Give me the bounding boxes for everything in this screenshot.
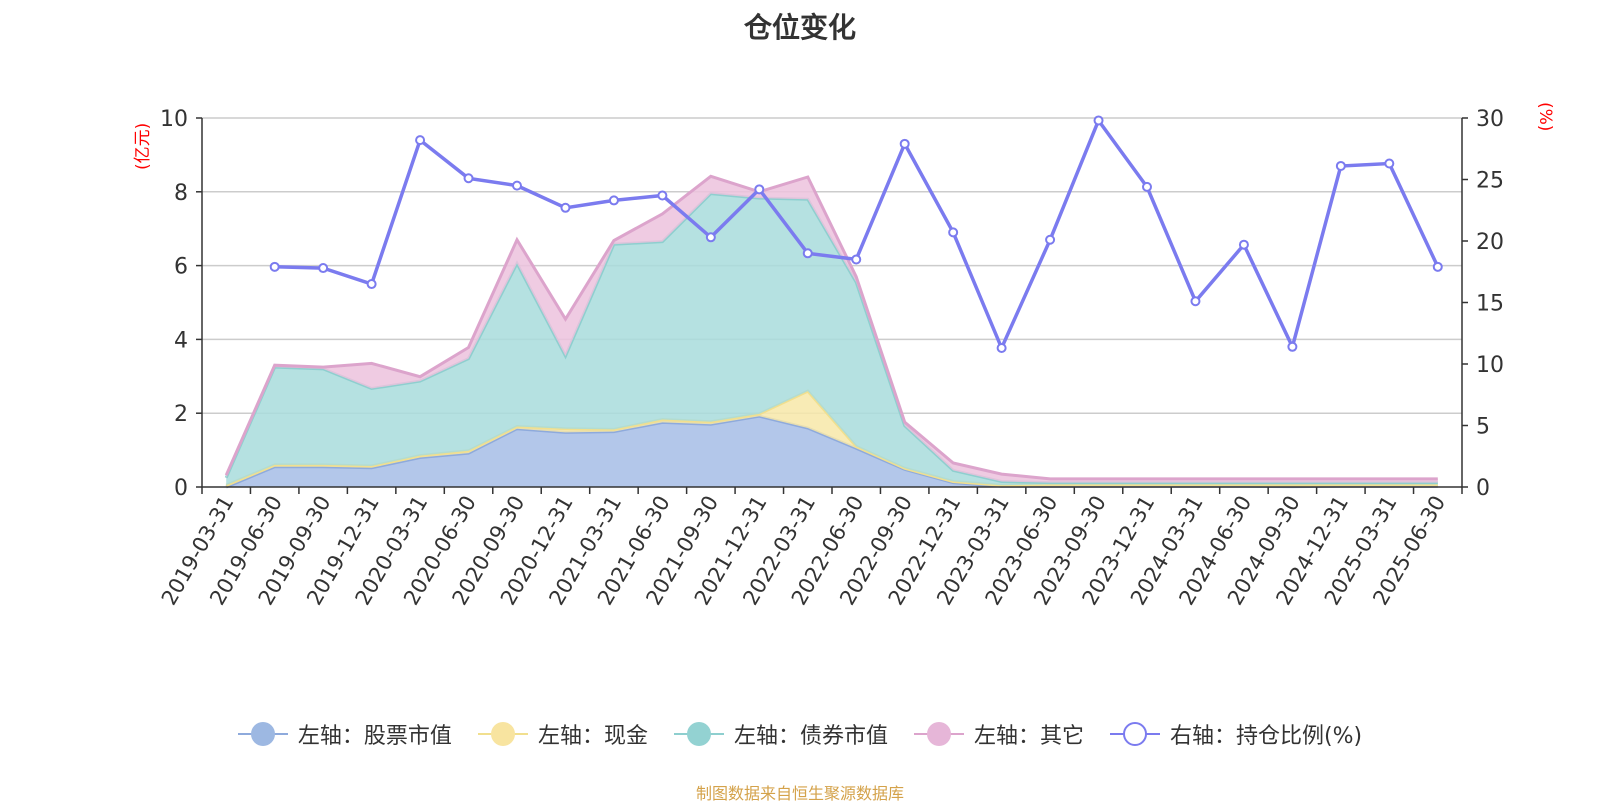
right-tick-label-10: 10: [1476, 353, 1504, 378]
ratio-point-2024-03-31: [1190, 296, 1201, 307]
left-tick-label-10: 10: [160, 107, 188, 132]
legend-cash-label: 左轴：现金: [537, 724, 648, 749]
ratio-point-2021-09-30: [705, 232, 716, 243]
legend-other-label: 左轴：其它: [973, 724, 1084, 749]
right-tick-label-5: 5: [1476, 415, 1490, 440]
legend-bond-label: 左轴：债券市值: [733, 724, 888, 749]
area-bond: [226, 193, 1438, 486]
ratio-point-2025-03-31: [1384, 158, 1395, 169]
ratio-point-2023-03-31: [996, 343, 1007, 354]
ratio-point-2023-09-30: [1093, 115, 1104, 126]
legend-item-cash[interactable]: 左轴：现金: [477, 718, 648, 750]
ratio-point-2024-09-30: [1287, 341, 1298, 352]
legend-other-icon: [913, 722, 964, 746]
left-tick-label-0: 0: [174, 476, 188, 501]
right-tick-label-25: 25: [1476, 169, 1504, 194]
ratio-point-2022-06-30: [851, 254, 862, 265]
legend-item-stock[interactable]: 左轴：股票市值: [237, 718, 452, 750]
legend-stock-label: 左轴：股票市值: [297, 724, 452, 749]
right-tick-label-15: 15: [1476, 292, 1504, 317]
legend-item-ratio[interactable]: 右轴：持仓比例(%): [1109, 718, 1363, 750]
ratio-point-2023-12-31: [1142, 181, 1152, 192]
area-stock: [226, 416, 1438, 487]
legend-cash-icon: [477, 722, 528, 746]
ratio-point-2020-06-30: [463, 173, 474, 184]
ratio-point-2024-06-30: [1238, 239, 1249, 250]
left-tick-label-4: 4: [174, 328, 188, 353]
ratio-point-2023-06-30: [1045, 234, 1056, 245]
legend-ratio-icon: [1109, 722, 1160, 746]
legend-item-bond[interactable]: 左轴：债券市值: [673, 718, 888, 750]
area-line-other: [224, 174, 1438, 481]
ratio-point-2020-03-31: [415, 135, 426, 146]
ratio-point-2019-09-30: [318, 263, 329, 274]
ratio-point-2021-12-31: [754, 184, 765, 195]
left-tick-label-8: 8: [174, 181, 188, 206]
legend-cash-dot: [490, 722, 515, 746]
data-source-footer: 制图数据来自恒生聚源数据库: [695, 784, 904, 803]
chart-legend: 左轴：股票市值 左轴：现金 左轴：债券市值 左轴：其它 右轴：持仓比例(%): [0, 718, 1600, 750]
left-tick-label-2: 2: [174, 402, 188, 427]
ratio-point-2024-12-31: [1335, 160, 1346, 171]
ratio-point-2022-12-31: [948, 227, 959, 238]
right-tick-label-30: 30: [1476, 107, 1504, 132]
ratio-point-2021-03-31: [608, 195, 619, 206]
legend-bond-icon: [673, 722, 724, 746]
ratio-point-2021-06-30: [657, 190, 668, 201]
legend-item-other[interactable]: 左轴：其它: [913, 718, 1084, 750]
legend-stock-dot: [250, 722, 275, 746]
legend-stock-icon: [237, 722, 288, 746]
left-tick-label-6: 6: [174, 255, 188, 280]
right-tick-label-0: 0: [1476, 476, 1490, 501]
area-other: [226, 176, 1438, 483]
legend-ratio-label: 右轴：持仓比例(%): [1169, 724, 1363, 749]
ratio-point-2022-09-30: [899, 138, 910, 149]
ratio-point-2020-09-30: [512, 180, 522, 191]
ratio-point-2019-12-31: [366, 279, 377, 290]
ratio-point-2019-06-30: [269, 261, 280, 272]
legend-other-dot: [926, 722, 951, 746]
ratio-point-2022-03-31: [802, 248, 813, 259]
ratio-point-2025-06-30: [1432, 261, 1443, 272]
legend-bond-dot: [686, 722, 711, 746]
legend-ratio-dot: [1122, 722, 1147, 746]
chart-title: 仓位变化: [743, 11, 856, 44]
right-tick-label-20: 20: [1476, 230, 1504, 255]
ratio-point-2020-12-31: [560, 202, 571, 213]
